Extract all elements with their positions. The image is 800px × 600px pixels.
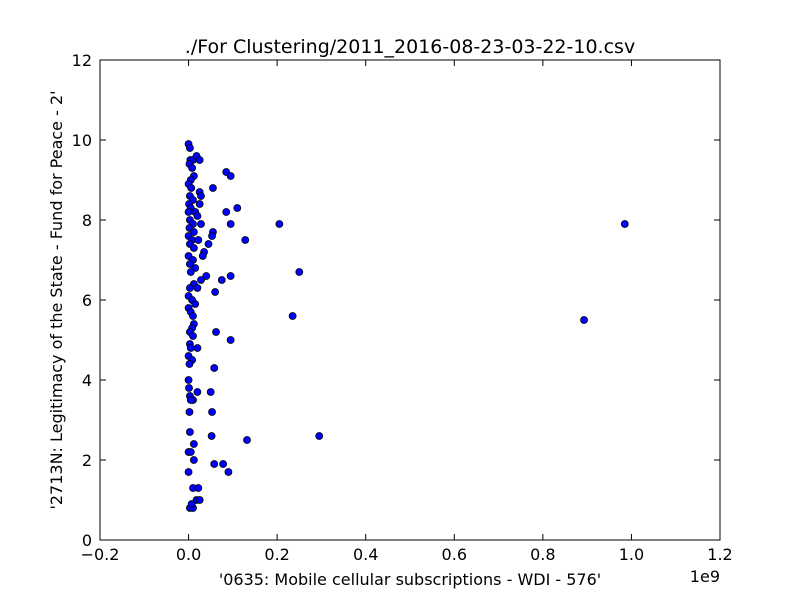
x-tick-label: −0.2 bbox=[81, 545, 120, 564]
data-point bbox=[189, 440, 198, 448]
data-point bbox=[226, 172, 235, 180]
data-point bbox=[185, 408, 194, 416]
data-point bbox=[193, 344, 202, 352]
points-layer bbox=[184, 140, 629, 512]
data-point bbox=[193, 212, 202, 220]
y-tick-label: 12 bbox=[72, 51, 92, 70]
data-point bbox=[198, 252, 207, 260]
data-point bbox=[208, 232, 216, 240]
data-point bbox=[193, 284, 202, 292]
data-point bbox=[189, 456, 198, 464]
data-point bbox=[210, 460, 219, 468]
data-point bbox=[185, 428, 194, 436]
data-point bbox=[185, 144, 194, 152]
x-tick-label: 0.4 bbox=[353, 545, 378, 564]
data-point bbox=[185, 360, 194, 368]
data-point bbox=[189, 228, 198, 236]
x-axis-label: '0635: Mobile cellular subscriptions - W… bbox=[219, 570, 601, 589]
data-point bbox=[210, 364, 219, 372]
data-point bbox=[204, 240, 213, 248]
data-point bbox=[580, 316, 588, 324]
data-point bbox=[195, 156, 204, 164]
data-point bbox=[188, 164, 197, 172]
data-point bbox=[184, 376, 193, 384]
chart-title: ./For Clustering/2011_2016-08-23-03-22-1… bbox=[185, 36, 635, 58]
data-point bbox=[226, 272, 235, 280]
data-point bbox=[295, 268, 304, 276]
data-point bbox=[315, 432, 324, 440]
data-point bbox=[217, 276, 226, 284]
data-point bbox=[191, 300, 200, 308]
data-point bbox=[243, 436, 251, 444]
y-tick-label: 6 bbox=[82, 291, 92, 310]
data-point bbox=[184, 468, 193, 476]
data-point bbox=[187, 184, 196, 192]
data-point bbox=[226, 336, 235, 344]
x-tick-label: 0.8 bbox=[530, 545, 555, 564]
data-point bbox=[206, 388, 215, 396]
data-point bbox=[195, 496, 204, 504]
data-point bbox=[186, 448, 195, 456]
data-point bbox=[185, 260, 194, 268]
data-point bbox=[187, 500, 196, 508]
data-point bbox=[197, 192, 205, 200]
data-point bbox=[197, 276, 205, 284]
x-tick-label: 1.0 bbox=[619, 545, 644, 564]
data-point bbox=[197, 220, 205, 228]
data-point bbox=[194, 484, 203, 492]
data-point bbox=[184, 208, 193, 216]
data-point bbox=[233, 204, 242, 212]
ticks-layer: −0.2 0.0 0.2 0.4 0.6 0.8 1.0 1.2 0 2 4 6 8 10 12 bbox=[72, 51, 733, 564]
data-point bbox=[209, 184, 217, 192]
data-point bbox=[620, 220, 629, 228]
data-point bbox=[211, 288, 220, 296]
data-point bbox=[195, 200, 204, 208]
data-point bbox=[212, 328, 220, 336]
data-point bbox=[222, 208, 231, 216]
data-point bbox=[226, 220, 235, 228]
x-tick-label: 0.2 bbox=[264, 545, 289, 564]
x-tick-label: 1.2 bbox=[707, 545, 732, 564]
data-point bbox=[193, 388, 202, 396]
data-point bbox=[185, 384, 193, 392]
y-tick-label: 4 bbox=[82, 371, 92, 390]
data-point bbox=[186, 396, 195, 404]
data-point bbox=[186, 268, 195, 276]
data-point bbox=[185, 284, 194, 292]
x-tick-label: 0.6 bbox=[442, 545, 467, 564]
data-point bbox=[189, 312, 197, 320]
y-tick-label: 2 bbox=[82, 451, 92, 470]
y-tick-label: 0 bbox=[82, 531, 92, 550]
data-point bbox=[189, 332, 197, 340]
data-point bbox=[224, 468, 233, 476]
y-tick-label: 10 bbox=[72, 131, 92, 150]
data-point bbox=[241, 236, 250, 244]
data-point bbox=[208, 408, 216, 416]
data-point bbox=[288, 312, 297, 320]
data-point bbox=[275, 220, 284, 228]
y-axis-label: '2713N: Legitimacy of the State - Fund f… bbox=[47, 90, 66, 509]
data-point bbox=[189, 244, 198, 252]
y-tick-label: 8 bbox=[82, 211, 92, 230]
data-point bbox=[186, 344, 195, 352]
data-point bbox=[207, 432, 216, 440]
x-tick-label: 0.0 bbox=[176, 545, 201, 564]
data-point bbox=[202, 272, 211, 280]
x-offset-label: 1e9 bbox=[690, 567, 720, 586]
data-point bbox=[219, 460, 228, 468]
data-point bbox=[194, 236, 203, 244]
